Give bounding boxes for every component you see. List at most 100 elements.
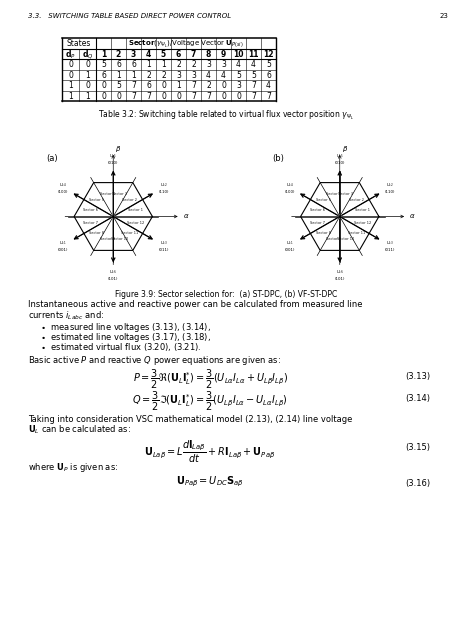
Text: 23: 23 xyxy=(440,13,449,19)
Text: $U_{s5}$
(010): $U_{s5}$ (010) xyxy=(334,152,345,164)
Text: 0: 0 xyxy=(68,71,73,80)
Text: Sector 10: Sector 10 xyxy=(111,237,128,241)
Text: 3: 3 xyxy=(176,71,181,80)
Text: 1: 1 xyxy=(101,50,106,59)
Text: 4: 4 xyxy=(221,71,226,80)
Text: 0: 0 xyxy=(221,92,226,100)
Text: 6: 6 xyxy=(266,71,271,80)
Text: 4: 4 xyxy=(266,81,271,90)
Text: $U_{s4}$
(100): $U_{s4}$ (100) xyxy=(58,181,68,194)
Text: 8: 8 xyxy=(206,50,211,59)
Text: 0: 0 xyxy=(101,81,106,90)
Text: 2: 2 xyxy=(191,60,196,69)
Text: 2: 2 xyxy=(116,50,121,59)
Text: 7: 7 xyxy=(251,92,256,100)
Text: 0: 0 xyxy=(85,81,90,90)
Text: 5: 5 xyxy=(116,81,121,90)
Text: 1: 1 xyxy=(161,60,166,69)
Text: Sector 1: Sector 1 xyxy=(129,209,144,212)
Text: 0: 0 xyxy=(68,60,73,69)
Text: $U_{s6}$
(101): $U_{s6}$ (101) xyxy=(334,268,345,280)
Text: 1: 1 xyxy=(85,71,90,80)
Text: Sector 11: Sector 11 xyxy=(348,231,365,235)
Text: $\mathbf{d}_Q$: $\mathbf{d}_Q$ xyxy=(82,48,93,61)
Text: Sector 4: Sector 4 xyxy=(100,192,115,196)
Text: 6: 6 xyxy=(176,50,181,59)
Text: $U_{s3}$
(011): $U_{s3}$ (011) xyxy=(385,239,395,252)
Text: 1: 1 xyxy=(176,81,181,90)
Text: Sector 5: Sector 5 xyxy=(316,198,331,202)
Text: 2: 2 xyxy=(161,71,166,80)
Text: 3: 3 xyxy=(131,50,136,59)
Text: 0: 0 xyxy=(221,81,226,90)
Text: Sector 3: Sector 3 xyxy=(112,192,127,196)
Text: 0: 0 xyxy=(85,60,90,69)
Text: Sector 7: Sector 7 xyxy=(83,221,98,225)
Text: 11: 11 xyxy=(248,50,259,59)
Text: 5: 5 xyxy=(161,50,166,59)
Text: $\alpha$: $\alpha$ xyxy=(183,212,189,221)
Text: Sector 7: Sector 7 xyxy=(309,221,324,225)
Text: Basic active $P$ and reactive $Q$ power equations are given as:: Basic active $P$ and reactive $Q$ power … xyxy=(28,354,281,367)
Text: Sector 6: Sector 6 xyxy=(83,209,98,212)
Text: (a): (a) xyxy=(46,154,58,163)
Text: $P=\dfrac{3}{2}\Re(\mathbf{U}_{L}\mathbf{I}_{L}^{*})=\dfrac{3}{2}\left(U_{L\alph: $P=\dfrac{3}{2}\Re(\mathbf{U}_{L}\mathbf… xyxy=(133,368,288,391)
Text: 4: 4 xyxy=(251,60,256,69)
Text: $U_{s6}$
(101): $U_{s6}$ (101) xyxy=(108,268,119,280)
Text: $\beta$: $\beta$ xyxy=(342,144,348,154)
Text: $\mathbf{U}_{Pa\beta}=U_{DC}\mathbf{S}_{a\beta}$: $\mathbf{U}_{Pa\beta}=U_{DC}\mathbf{S}_{… xyxy=(176,475,244,490)
Text: 1: 1 xyxy=(68,81,73,90)
Text: 0: 0 xyxy=(101,92,106,100)
Text: Table 3.2: Switching table related to virtual flux vector position $\gamma_{\Psi: Table 3.2: Switching table related to vi… xyxy=(98,108,354,122)
Text: 2: 2 xyxy=(146,71,151,80)
Text: $U_{s5}$
(010): $U_{s5}$ (010) xyxy=(108,152,119,164)
Text: 1: 1 xyxy=(116,71,121,80)
Text: $\beta$: $\beta$ xyxy=(115,144,121,154)
Text: Sector 2: Sector 2 xyxy=(349,198,364,202)
Text: $U_{s2}$
(110): $U_{s2}$ (110) xyxy=(385,181,395,194)
Text: $U_{s2}$
(110): $U_{s2}$ (110) xyxy=(158,181,169,194)
Text: Instantaneous active and reactive power can be calculated from measured line: Instantaneous active and reactive power … xyxy=(28,300,362,309)
Text: $\mathbf{d}_P$: $\mathbf{d}_P$ xyxy=(65,48,76,61)
Text: $\bullet$  estimated line voltages (3.17), (3.18),: $\bullet$ estimated line voltages (3.17)… xyxy=(40,331,211,344)
Text: 3: 3 xyxy=(191,71,196,80)
Text: Sector 9: Sector 9 xyxy=(326,237,341,241)
Text: where $\mathbf{U}_P$ is given as:: where $\mathbf{U}_P$ is given as: xyxy=(28,461,118,474)
Text: 3: 3 xyxy=(221,60,226,69)
Text: 4: 4 xyxy=(236,60,241,69)
Text: $\bullet$  estimated virtual flux (3.20), (3.21).: $\bullet$ estimated virtual flux (3.20),… xyxy=(40,341,202,353)
Text: Sector 9: Sector 9 xyxy=(100,237,115,241)
Text: 5: 5 xyxy=(251,71,256,80)
Text: 0: 0 xyxy=(161,92,166,100)
Text: Sector 6: Sector 6 xyxy=(309,209,324,212)
Text: 7: 7 xyxy=(191,50,196,59)
Text: 0: 0 xyxy=(116,92,121,100)
Text: $\mathbf{U}_L$ can be calculated as:: $\mathbf{U}_L$ can be calculated as: xyxy=(28,424,131,436)
Text: Sector 11: Sector 11 xyxy=(121,231,139,235)
Text: 6: 6 xyxy=(101,71,106,80)
Text: 0: 0 xyxy=(236,92,241,100)
Text: 6: 6 xyxy=(131,60,136,69)
Text: (b): (b) xyxy=(272,154,284,163)
Text: 7: 7 xyxy=(146,92,151,100)
Text: (3.14): (3.14) xyxy=(405,394,430,403)
Text: (3.15): (3.15) xyxy=(405,443,430,452)
Text: 6: 6 xyxy=(116,60,121,69)
Text: 1: 1 xyxy=(68,92,73,100)
Text: 1: 1 xyxy=(131,71,136,80)
Text: $U_{s1}$
(001): $U_{s1}$ (001) xyxy=(284,239,295,252)
Text: $\mathbf{U}_{La\beta}=L\dfrac{d\mathbf{I}_{La\beta}}{dt}+R\mathbf{I}_{La\beta}+\: $\mathbf{U}_{La\beta}=L\dfrac{d\mathbf{I… xyxy=(145,439,276,465)
Text: 9: 9 xyxy=(221,50,226,59)
Text: Sector 3: Sector 3 xyxy=(338,192,353,196)
Text: $\bullet$  measured line voltages (3.13), (3.14),: $\bullet$ measured line voltages (3.13),… xyxy=(40,321,211,334)
Text: 2: 2 xyxy=(206,81,211,90)
Text: 5: 5 xyxy=(266,60,271,69)
Text: 6: 6 xyxy=(146,81,151,90)
Text: Sector 12: Sector 12 xyxy=(354,221,371,225)
Text: 7: 7 xyxy=(131,92,136,100)
Text: Sector 10: Sector 10 xyxy=(337,237,354,241)
Text: 5: 5 xyxy=(236,71,241,80)
Text: 0: 0 xyxy=(161,81,166,90)
Text: currents $i_{Labc}$ and:: currents $i_{Labc}$ and: xyxy=(28,309,104,321)
Text: $Q=\dfrac{3}{2}\Im(\mathbf{U}_{L}\mathbf{I}_{L}^{*})=\dfrac{3}{2}\left(U_{L\beta: $Q=\dfrac{3}{2}\Im(\mathbf{U}_{L}\mathbf… xyxy=(132,390,288,413)
